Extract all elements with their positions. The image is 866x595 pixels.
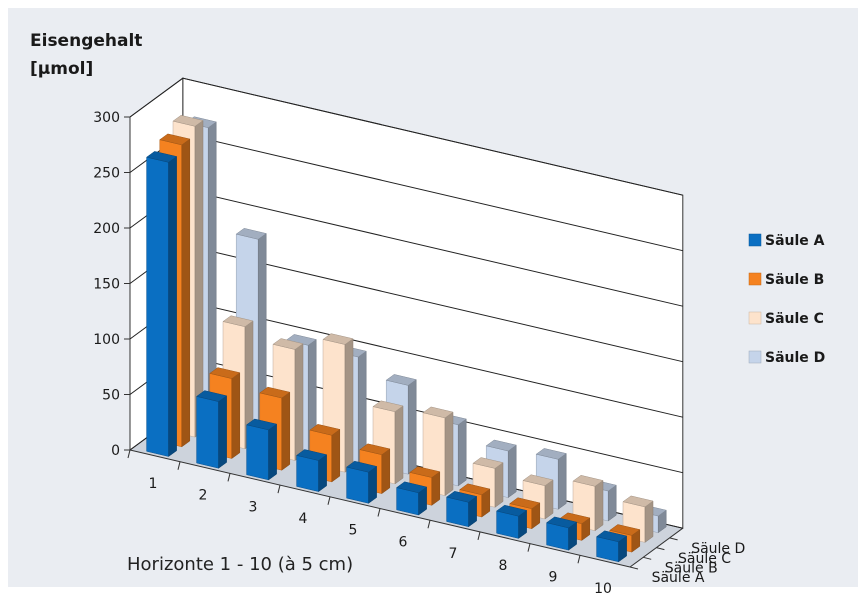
bar-säule-a-4	[296, 449, 328, 493]
x-tick-label: 3	[249, 499, 258, 515]
x-tick-label: 6	[399, 534, 408, 550]
x-tick-mark	[277, 484, 281, 494]
y-tick-label: 250	[93, 166, 120, 182]
z-tick-mark	[629, 566, 639, 570]
bar-säule-a-9	[546, 516, 578, 551]
bar-säule-a-7	[446, 491, 478, 528]
bar-säule-a-10	[596, 530, 628, 563]
y-tick-label: 0	[111, 443, 120, 459]
legend-label: Säule C	[765, 311, 824, 327]
bar-säule-a-5	[346, 460, 378, 504]
x-tick-mark	[527, 543, 531, 552]
z-tick-mark	[656, 547, 665, 551]
z-tick-mark	[669, 537, 678, 541]
legend-swatch	[748, 350, 762, 364]
y-tick-label: 150	[93, 277, 120, 293]
bar-säule-a-3	[246, 418, 278, 481]
x-tick-mark	[377, 508, 381, 517]
y-axis-title-line-1: Eisengehalt	[30, 31, 142, 51]
legend-swatch	[748, 311, 762, 325]
bar-säule-a-1	[146, 151, 178, 457]
y-axis-title-line-2: [µmol]	[30, 59, 93, 79]
x-axis-title: Horizonte 1 - 10 (à 5 cm)	[127, 554, 353, 575]
bar-säule-a-6	[396, 481, 428, 516]
gridline	[129, 77, 683, 196]
z-tick-label: Säule A	[652, 570, 705, 586]
x-tick-label: 1	[149, 476, 158, 492]
x-tick-mark	[327, 496, 331, 505]
legend-swatch	[748, 233, 762, 247]
y-tick-label: 50	[102, 388, 120, 404]
x-tick-label: 5	[349, 523, 358, 539]
x-tick-mark	[577, 555, 581, 564]
x-tick-mark	[177, 461, 181, 470]
bar-säule-a-8	[496, 504, 528, 539]
z-tick-label: Säule D	[691, 541, 745, 557]
x-tick-label: 7	[449, 546, 458, 562]
z-tick-label: Säule B	[665, 560, 718, 576]
z-tick-mark	[643, 556, 652, 560]
x-tick-label: 2	[199, 488, 208, 504]
y-tick-label: 200	[93, 221, 120, 237]
x-tick-label: 4	[299, 511, 308, 527]
z-tick-label: Säule C	[678, 551, 731, 567]
bar-säule-a-2	[196, 390, 228, 469]
legend-swatch	[748, 272, 762, 286]
y-tick-label: 300	[93, 110, 120, 126]
x-tick-mark	[477, 531, 481, 541]
x-tick-mark	[427, 520, 431, 529]
x-tick-mark	[227, 473, 231, 482]
y-tick-label: 100	[93, 332, 120, 348]
legend-label: Säule A	[765, 233, 825, 249]
x-tick-mark	[127, 449, 131, 459]
legend-label: Säule B	[765, 272, 824, 288]
legend: Säule A Säule B Säule C Säule D	[748, 233, 825, 366]
x-tick-label: 8	[499, 558, 508, 574]
x-tick-label: 10	[594, 581, 612, 595]
x-tick-label: 9	[549, 569, 558, 585]
bars	[146, 115, 667, 563]
legend-label: Säule D	[765, 350, 825, 366]
